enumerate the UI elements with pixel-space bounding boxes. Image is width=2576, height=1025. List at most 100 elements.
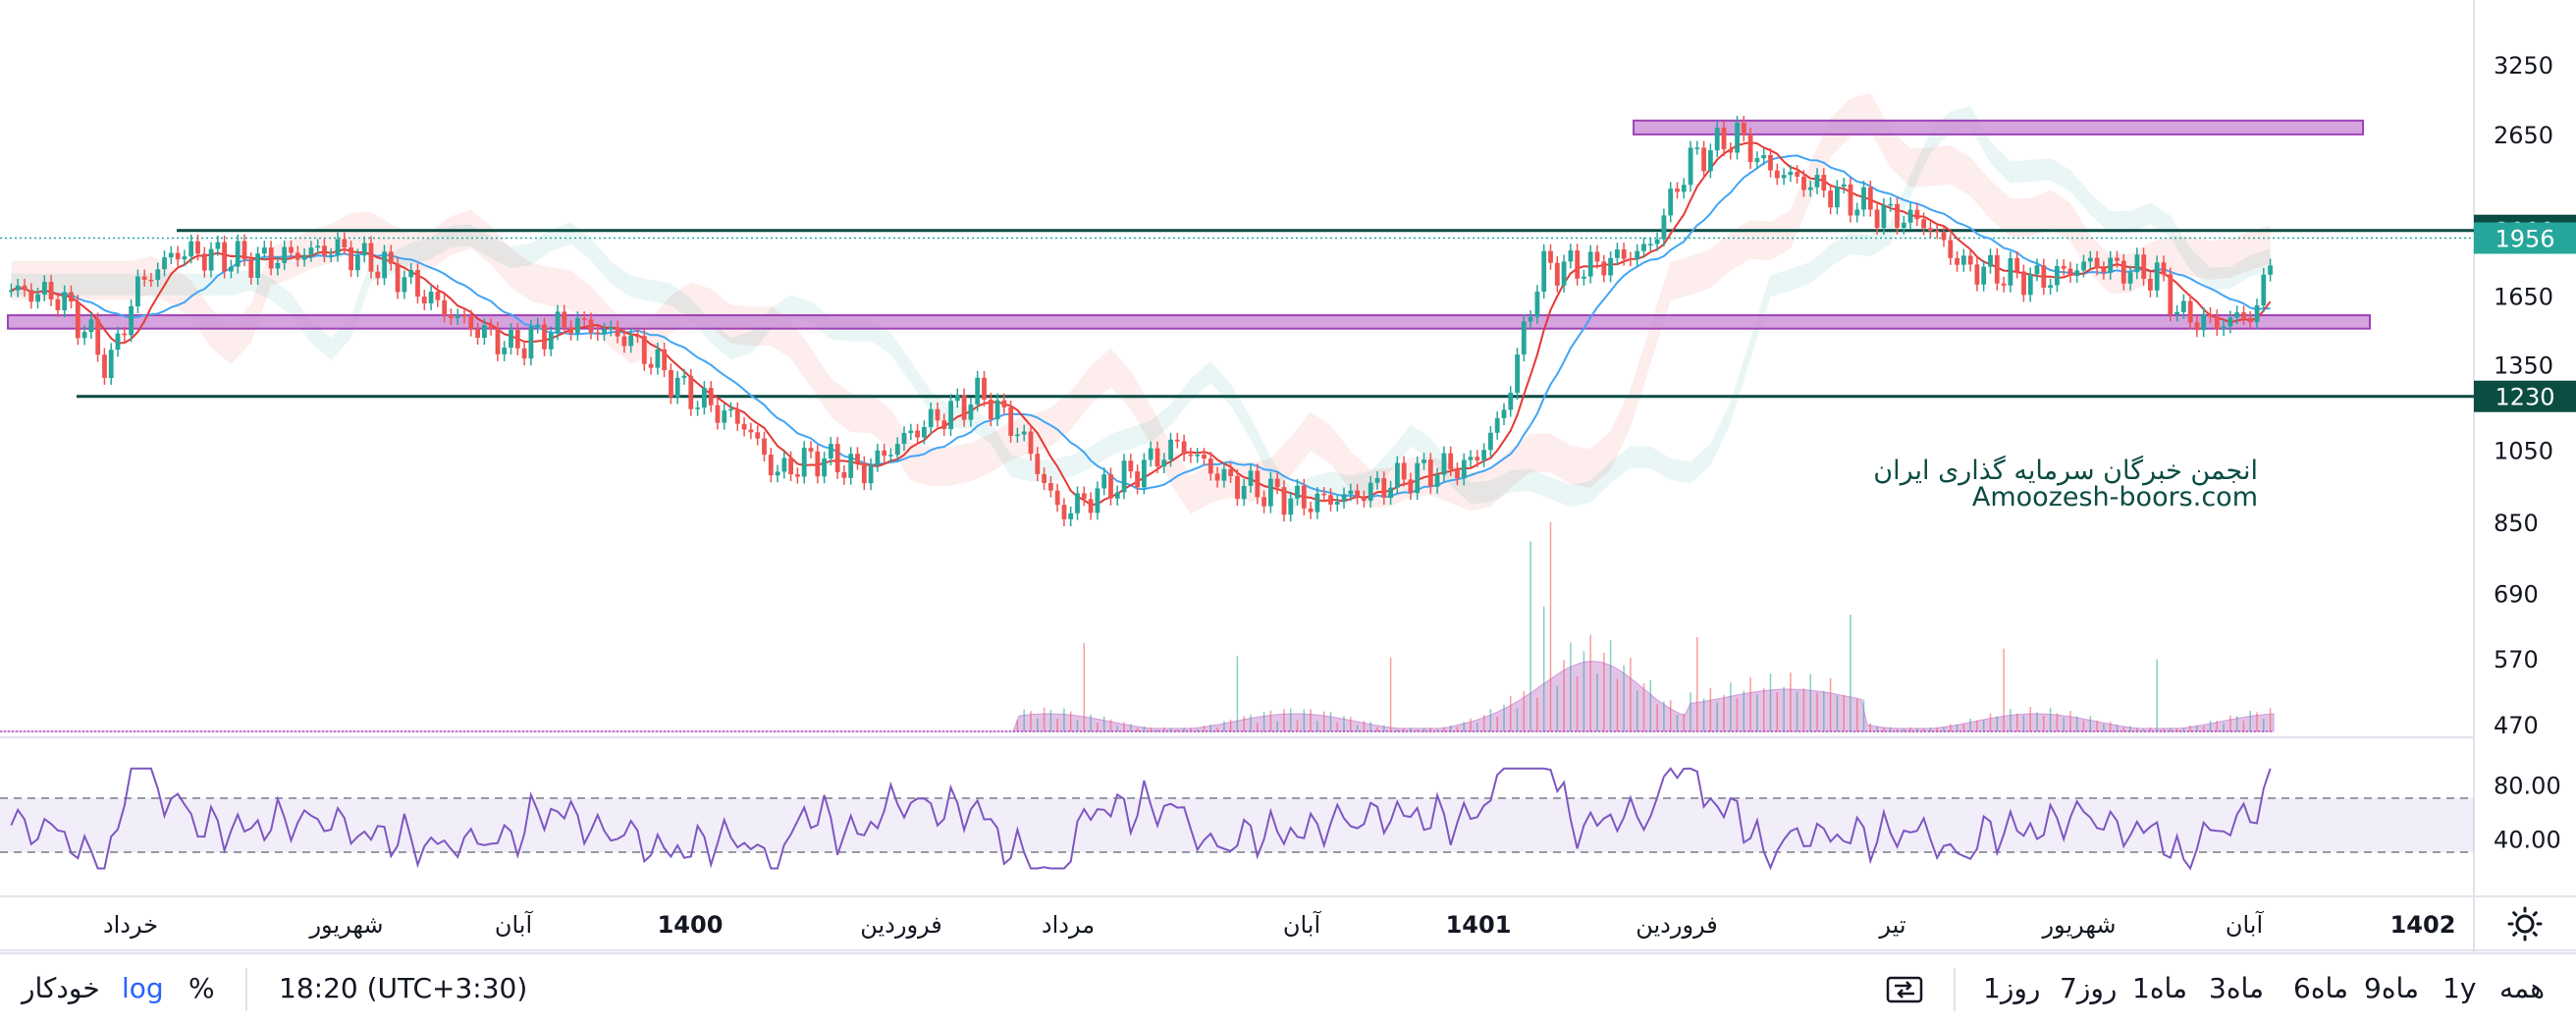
candle — [1235, 469, 1240, 507]
candle — [1228, 461, 1234, 483]
candle — [641, 329, 647, 371]
candle — [1615, 243, 1620, 265]
rsi-pane[interactable] — [0, 767, 2474, 871]
candle — [1661, 208, 1667, 246]
candle — [1075, 486, 1080, 520]
candle — [734, 402, 740, 431]
candle — [162, 250, 167, 277]
log-scale-button[interactable]: log — [122, 972, 164, 1004]
price-chart[interactable]: انجمن خبرگان سرمایه گذاری ایران Amoozesh… — [0, 0, 2576, 952]
auto-scale-button[interactable]: خودکار — [22, 972, 100, 1004]
y-tick-label: 1650 — [2494, 284, 2553, 311]
candle — [1388, 480, 1393, 505]
range-7d[interactable]: 7روز — [2060, 972, 2118, 1004]
x-tick-label: فروردین — [860, 911, 942, 939]
candle — [1114, 485, 1120, 506]
candle — [1747, 128, 1753, 170]
candle — [855, 447, 860, 470]
candle — [375, 264, 381, 286]
candle — [2055, 259, 2060, 293]
candle — [1701, 140, 1706, 179]
range-9m[interactable]: 9ماه — [2364, 972, 2420, 1004]
timezone-label[interactable]: 18:20 (UTC+3:30) — [279, 972, 528, 1004]
candle — [2168, 267, 2174, 322]
range-1y[interactable]: 1y — [2442, 972, 2477, 1004]
x-tick-label: شهریور — [2041, 911, 2116, 939]
candle — [1161, 453, 1167, 473]
settings-icon[interactable] — [2507, 906, 2543, 942]
range-1d[interactable]: 1روز — [1983, 972, 2041, 1004]
candle — [882, 443, 887, 463]
candle — [1841, 178, 1847, 194]
y-tick-label: 690 — [2494, 581, 2539, 609]
compare-icon[interactable] — [1885, 974, 1924, 1009]
candle — [648, 356, 654, 375]
horizontal-levels[interactable] — [0, 229, 2474, 399]
candle — [2108, 250, 2114, 280]
candle — [1628, 251, 1634, 267]
candle — [188, 234, 194, 264]
candle — [801, 441, 807, 484]
candle — [1848, 178, 1853, 223]
candle — [908, 423, 914, 441]
candle — [2174, 304, 2179, 322]
candle — [1721, 121, 1727, 156]
candle — [988, 393, 993, 427]
candle — [1175, 432, 1180, 449]
candle — [1135, 464, 1140, 495]
range-all[interactable]: همه — [2499, 972, 2545, 1004]
candle — [588, 312, 594, 340]
candle — [528, 319, 534, 366]
candle — [342, 232, 348, 254]
candle — [222, 235, 227, 279]
candle — [1042, 467, 1046, 490]
candle — [781, 451, 787, 479]
candle — [1835, 180, 1840, 215]
candle — [1501, 403, 1507, 425]
candle — [1028, 424, 1034, 461]
candle — [848, 447, 854, 485]
candle — [1948, 233, 1954, 265]
candle — [1288, 491, 1294, 522]
candle — [1308, 502, 1314, 519]
candle — [1101, 467, 1107, 496]
candle — [461, 308, 467, 324]
candle — [315, 239, 321, 255]
candle — [1881, 197, 1887, 236]
candle — [322, 239, 327, 263]
candle — [775, 464, 780, 483]
candle — [2254, 298, 2260, 330]
candle — [954, 388, 960, 408]
range-1m[interactable]: 1ماه — [2132, 972, 2188, 1004]
candle — [948, 394, 953, 437]
candle — [2001, 276, 2007, 293]
price-axis[interactable]: 3250 2650 1650 1350 1050 850 690 570 470 — [2494, 52, 2553, 739]
candle — [1434, 467, 1440, 494]
time-axis[interactable]: خرداد شهریور آبان 1400 فروردین مرداد آبان 1401 ف… — [103, 910, 2455, 939]
candle — [1054, 483, 1060, 512]
candle — [361, 236, 367, 263]
candle — [449, 308, 454, 326]
candle — [681, 368, 687, 385]
candle — [708, 381, 714, 412]
candle — [669, 363, 673, 405]
candle — [208, 242, 214, 278]
support-resistance-zones[interactable] — [7, 119, 2371, 330]
range-6m[interactable]: 6ماه — [2293, 972, 2349, 1004]
candle — [1341, 487, 1347, 510]
candle — [2115, 250, 2120, 268]
candle — [595, 325, 601, 342]
candle — [1301, 478, 1307, 515]
candle — [349, 241, 353, 278]
range-3m[interactable]: 3ماه — [2209, 972, 2265, 1004]
candle — [28, 283, 34, 309]
y-tick-label: 470 — [2494, 712, 2539, 739]
price-label: 1230 — [2474, 380, 2576, 412]
candle — [548, 326, 554, 356]
percent-scale-button[interactable]: % — [188, 972, 215, 1004]
rsi-tick-label: 40.00 — [2494, 826, 2561, 853]
candle — [69, 285, 74, 309]
candle — [1742, 116, 1746, 142]
candle — [435, 285, 441, 307]
